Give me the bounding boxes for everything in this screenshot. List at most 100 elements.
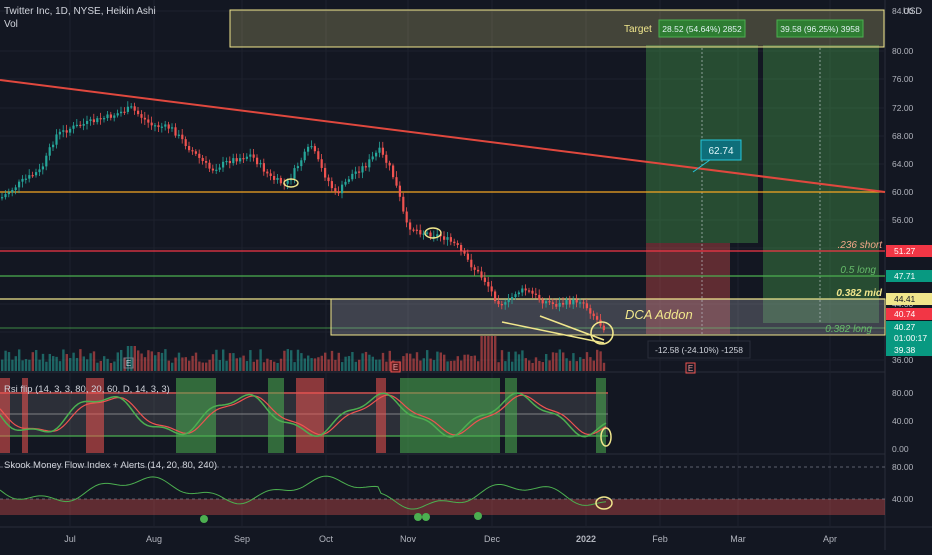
candle <box>551 302 554 304</box>
price-badge <box>886 245 932 257</box>
earnings-marker[interactable]: E <box>123 357 134 369</box>
target-box-2-text: 39.58 (96.25%) 3958 <box>780 24 860 34</box>
volume-bar <box>225 360 228 371</box>
candle <box>160 126 163 128</box>
stop-zone[interactable] <box>646 243 730 334</box>
rsi-tick: 0.00 <box>892 444 909 454</box>
mfi-pane[interactable] <box>0 466 885 523</box>
price-badge <box>886 344 932 356</box>
volume-bar <box>184 357 187 371</box>
volume-bar <box>422 358 425 371</box>
volume-bar <box>572 353 575 371</box>
price-badge-text: 39.38 <box>894 345 916 355</box>
volume-bar <box>21 360 24 371</box>
candle <box>364 166 367 168</box>
candle <box>126 106 129 112</box>
volume-bar <box>432 360 436 371</box>
volume-bar <box>599 351 602 371</box>
price-tick: 84.00 <box>892 6 914 16</box>
volume-bar <box>290 350 293 371</box>
candle <box>293 168 296 179</box>
candle <box>222 161 225 168</box>
volume-bar <box>381 352 385 371</box>
volume-bar <box>385 361 388 371</box>
volume-bar <box>337 352 340 371</box>
candle <box>31 175 34 177</box>
candle <box>497 301 500 305</box>
candle <box>334 188 337 192</box>
price-badge <box>886 332 932 344</box>
stop-box-bg <box>647 340 751 359</box>
highlight-circle[interactable] <box>424 227 442 239</box>
wedge-line-upper[interactable] <box>539 315 605 341</box>
candle <box>296 166 299 169</box>
volume-bar <box>283 350 286 371</box>
wedge-line-lower[interactable] <box>501 321 605 344</box>
volume-bar <box>497 362 500 371</box>
candle <box>82 123 85 126</box>
candle <box>38 169 41 173</box>
volume-bar <box>558 349 561 371</box>
target-box[interactable] <box>229 9 885 48</box>
volume-bar <box>555 352 558 371</box>
volume-bar <box>412 358 415 371</box>
candle <box>347 179 350 182</box>
candle <box>524 288 527 291</box>
candle <box>521 288 524 293</box>
target-label: Target <box>624 24 652 35</box>
candle <box>164 124 167 127</box>
candle <box>371 156 374 160</box>
volume-bar <box>415 352 419 371</box>
mfi-signal-dot <box>200 515 208 523</box>
candle <box>517 292 520 295</box>
candle <box>194 151 197 154</box>
highlight-circle[interactable] <box>590 321 614 345</box>
price-tick: 60.00 <box>892 187 914 197</box>
dca-zone[interactable] <box>330 298 886 336</box>
descending-trendline[interactable] <box>0 79 886 193</box>
volume-bar <box>72 352 75 371</box>
candle <box>86 120 89 124</box>
time-axis[interactable]: Jul Aug Sep Oct Nov Dec 2022 Feb Mar Apr <box>64 534 837 544</box>
mfi-signal-dot <box>474 512 482 520</box>
candle <box>432 236 435 238</box>
rsi-axis[interactable]: 80.00 40.00 0.00 <box>892 388 914 454</box>
currency-label: USD <box>903 6 923 16</box>
rsi-pane[interactable] <box>0 378 612 453</box>
earnings-marker[interactable]: E <box>685 362 696 374</box>
candle <box>225 160 228 163</box>
volume-bar <box>541 362 544 371</box>
candle <box>358 171 361 173</box>
time-label: Oct <box>319 534 334 544</box>
volume-bar <box>436 351 439 371</box>
candle <box>562 302 565 305</box>
level-236-short: .236 short <box>838 240 884 251</box>
volume-bar <box>194 352 198 371</box>
candle <box>103 118 106 120</box>
volume-bar <box>11 359 14 371</box>
price-callout-box[interactable] <box>700 139 742 161</box>
volume-bar <box>164 349 167 371</box>
highlight-circle[interactable] <box>283 178 299 188</box>
highlight-circle <box>595 496 613 510</box>
volume-bar <box>405 353 408 371</box>
candle <box>531 290 534 294</box>
volume-bar <box>205 362 208 371</box>
volume-bar <box>222 349 225 371</box>
volume-bar <box>18 349 21 371</box>
candles[interactable] <box>1 101 605 333</box>
candle <box>395 177 398 186</box>
price-tick: 36.00 <box>892 355 914 365</box>
volume-bar <box>565 358 568 371</box>
volume-bar <box>252 361 255 371</box>
candle <box>330 181 333 189</box>
volume-bar <box>147 350 150 371</box>
candle <box>7 192 10 195</box>
time-label: Apr <box>823 534 837 544</box>
chart-title: Twitter Inc, 1D, NYSE, Heikin Ashi <box>4 6 156 17</box>
volume-bar <box>361 353 364 371</box>
mfi-axis[interactable]: 80.00 40.00 <box>892 462 914 504</box>
earnings-marker[interactable]: E <box>390 361 401 373</box>
